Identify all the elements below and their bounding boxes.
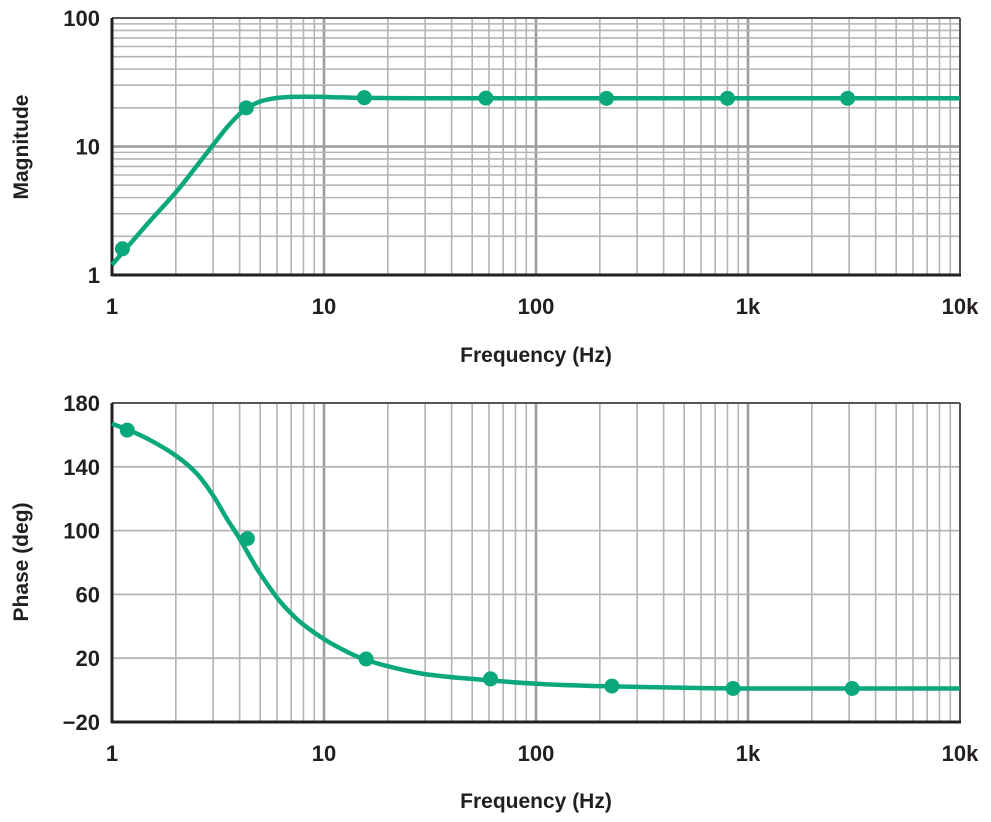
data-point-marker — [844, 681, 860, 697]
data-point-marker — [598, 90, 614, 106]
series-line — [110, 94, 960, 267]
y-tick-label: 180 — [63, 391, 100, 416]
x-tick-label: 1k — [736, 741, 761, 766]
y-axis-title: Magnitude — [10, 95, 33, 200]
y-tick-label: 140 — [63, 455, 100, 480]
y-tick-label: 60 — [76, 582, 100, 607]
x-axis-title: Frequency (Hz) — [460, 344, 612, 367]
x-tick-label: 1k — [736, 294, 761, 319]
x-axis-title: Frequency (Hz) — [460, 790, 612, 813]
data-point-marker — [719, 90, 735, 106]
data-point-marker — [840, 90, 856, 106]
data-point-marker — [239, 531, 255, 547]
grid-lines — [112, 18, 960, 275]
grid-lines — [112, 403, 960, 722]
data-point-marker — [478, 90, 494, 106]
y-tick-label: 1 — [88, 263, 100, 288]
series-line — [111, 421, 960, 691]
x-tick-label: 100 — [518, 294, 555, 319]
x-tick-label: 1 — [106, 294, 118, 319]
x-tick-label: 10 — [312, 741, 336, 766]
y-tick-label: 100 — [63, 519, 100, 544]
data-point-marker — [604, 678, 620, 694]
chart-panel-phase: 1 10 100 1k 10k −20 20 60 100 140 180 Frequency (Hz… — [10, 391, 979, 813]
y-axis-title: Phase (deg) — [10, 502, 33, 621]
y-tick-label: 10 — [76, 135, 100, 160]
y-tick-label: 20 — [76, 646, 100, 671]
y-tick-label: 100 — [63, 6, 100, 31]
data-point-marker — [238, 100, 254, 116]
x-tick-label: 10k — [942, 741, 979, 766]
data-point-marker — [119, 422, 135, 438]
data-point-marker — [482, 671, 498, 687]
x-tick-label: 10 — [312, 294, 336, 319]
data-point-marker — [114, 241, 130, 257]
chart-panel-magnitude: 1 10 100 1k 10k 1 10 100 Frequency (Hz) Magnitude — [10, 6, 979, 367]
x-tick-label: 1 — [106, 741, 118, 766]
x-tick-label: 10k — [942, 294, 979, 319]
x-tick-label: 100 — [518, 741, 555, 766]
data-point-marker — [725, 681, 741, 697]
data-point-marker — [356, 90, 372, 106]
data-point-marker — [358, 651, 374, 667]
y-tick-label: −20 — [63, 710, 100, 735]
